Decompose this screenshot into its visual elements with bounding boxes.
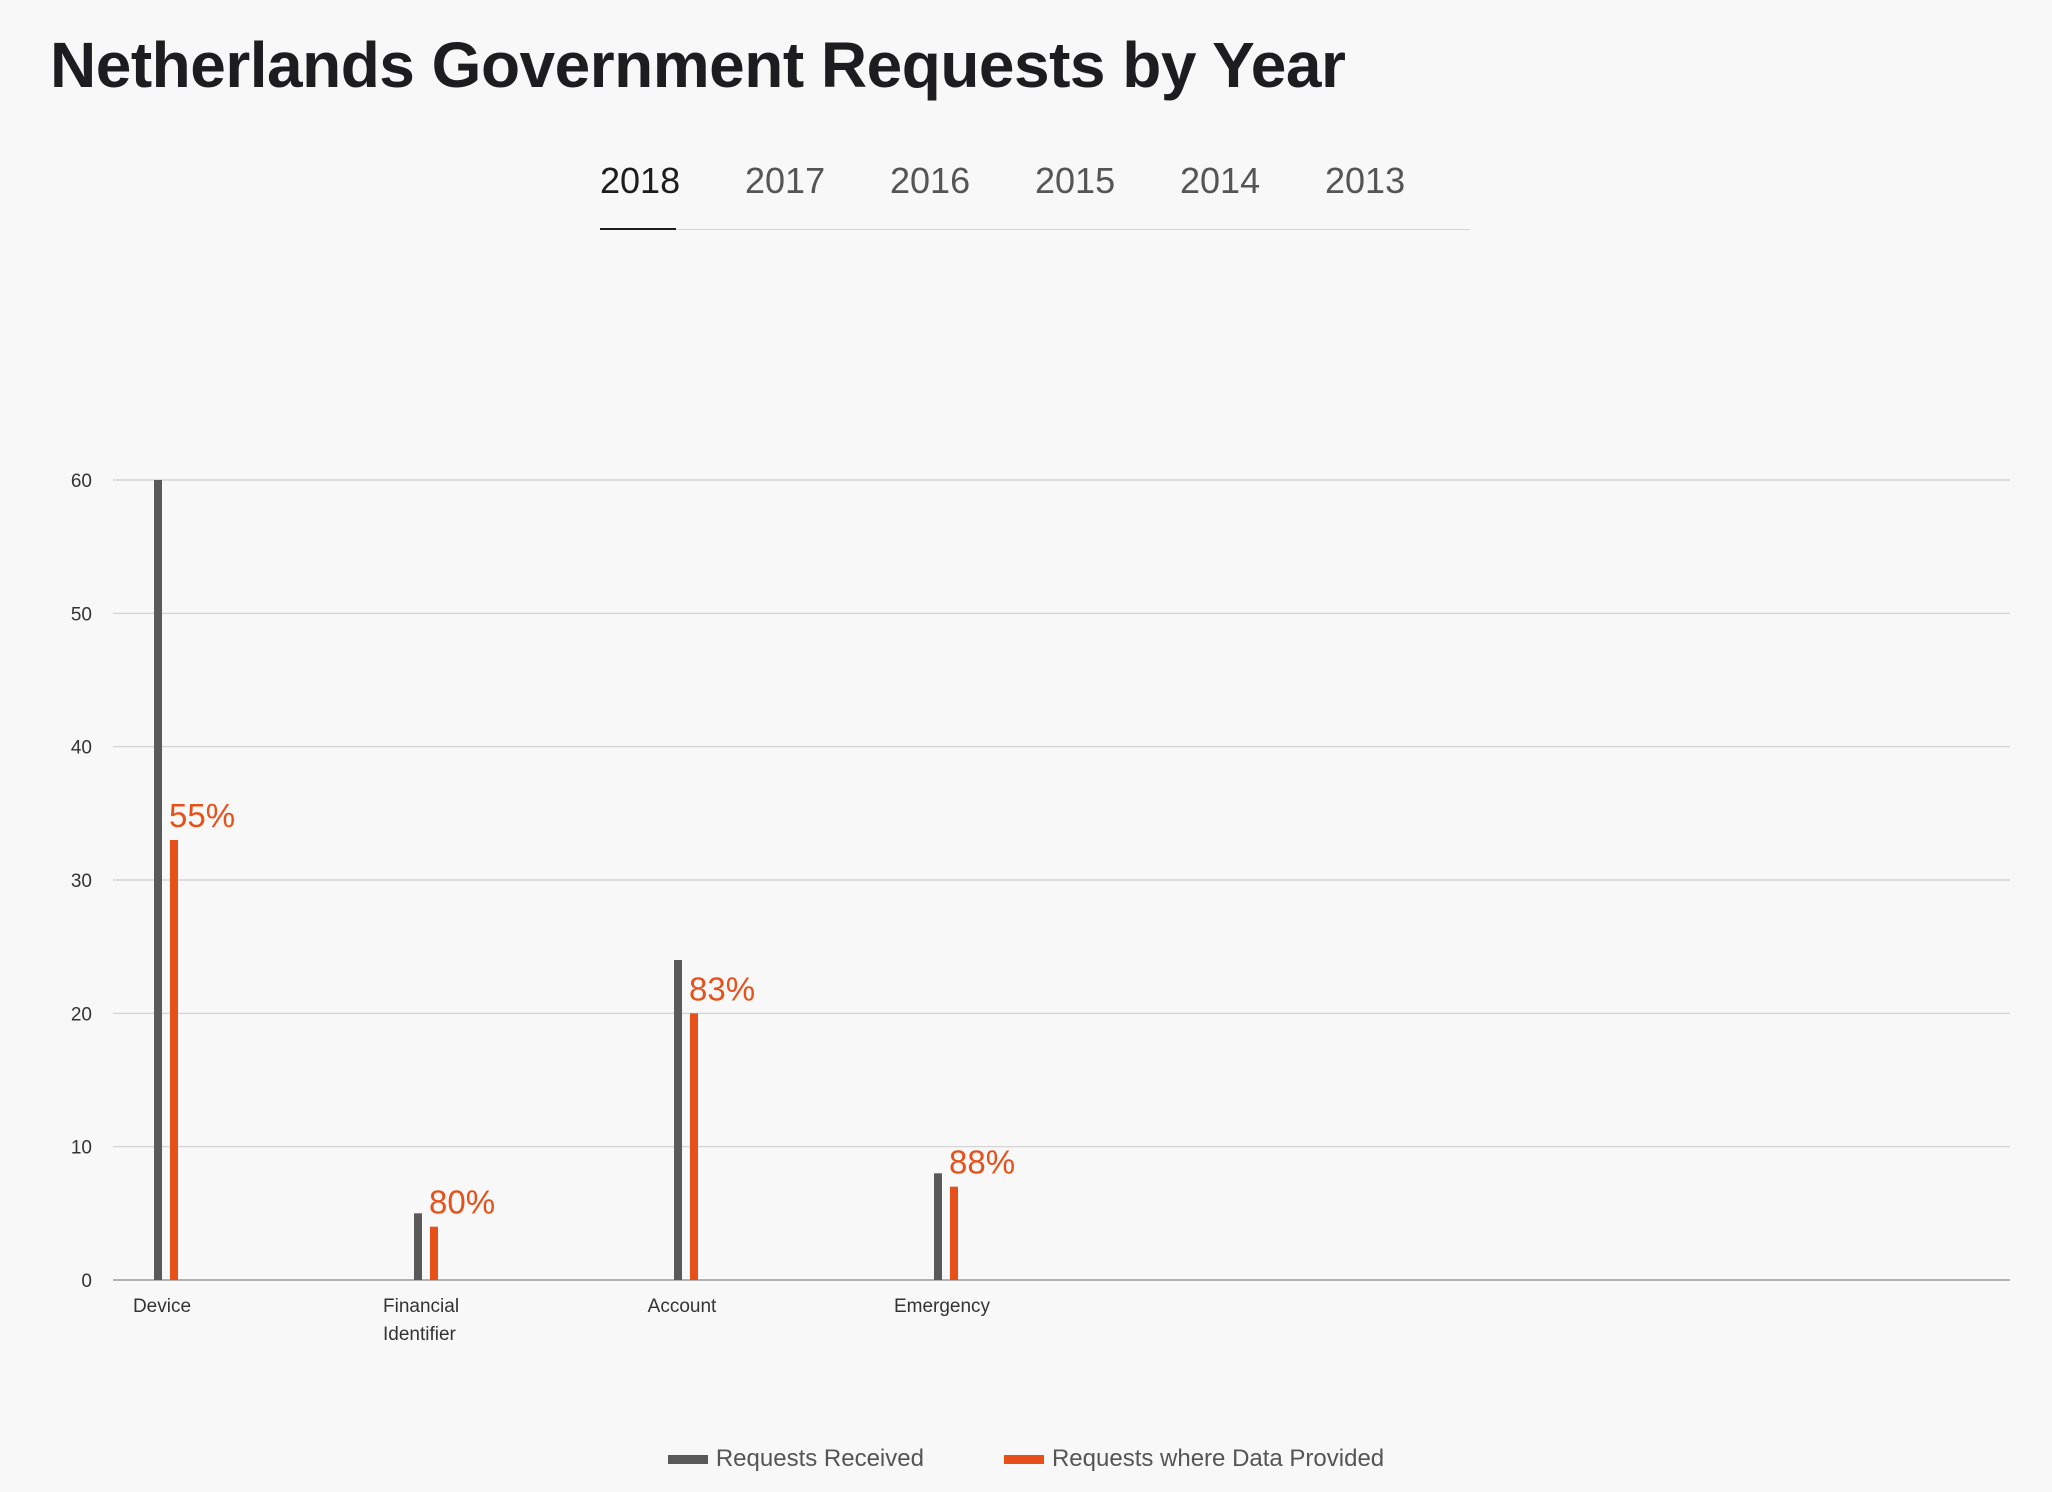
tab-2014[interactable]: 2014 [1180, 150, 1325, 230]
tab-2016[interactable]: 2016 [890, 150, 1035, 230]
x-tick-label: Device [133, 1296, 191, 1317]
tab-label: 2017 [745, 160, 826, 201]
y-tick-label: 10 [71, 1138, 92, 1159]
tab-2013[interactable]: 2013 [1325, 150, 1470, 230]
y-tick-label: 30 [71, 871, 92, 892]
data-label: 83% [689, 970, 755, 1007]
bar-data-provided [430, 1226, 438, 1280]
data-label: 88% [949, 1144, 1015, 1181]
tab-2015[interactable]: 2015 [1035, 150, 1180, 230]
legend-swatch-provided [1003, 1454, 1044, 1464]
bar-data-provided [690, 1013, 698, 1280]
bar-data-provided [950, 1186, 958, 1280]
legend-swatch-received [667, 1454, 708, 1464]
tab-2018[interactable]: 2018 [600, 150, 745, 230]
y-tick-label: 40 [71, 738, 92, 759]
legend-item-received: Requests Received [667, 1445, 924, 1473]
bar-requests-received [414, 1213, 422, 1280]
tab-label: 2015 [1035, 160, 1116, 201]
page-title: Netherlands Government Requests by Year [50, 29, 1346, 101]
year-tabs: 2018 2017 2016 2015 2014 2013 [600, 150, 1470, 232]
y-tick-label: 50 [71, 604, 92, 625]
bar-requests-received [154, 480, 162, 1280]
x-tick-label: Account [648, 1296, 717, 1317]
tab-label: 2013 [1325, 160, 1406, 201]
tab-label: 2018 [600, 160, 681, 201]
tab-2017[interactable]: 2017 [745, 150, 890, 230]
bar-requests-received [674, 960, 682, 1280]
y-tick-label: 60 [71, 471, 92, 492]
data-label: 80% [429, 1184, 495, 1221]
bar-requests-received [934, 1173, 942, 1280]
y-tick-label: 0 [81, 1271, 92, 1292]
tab-label: 2014 [1180, 160, 1261, 201]
data-label: 55% [169, 797, 235, 834]
y-tick-label: 20 [71, 1004, 92, 1025]
legend-label-provided: Requests where Data Provided [1051, 1445, 1385, 1472]
legend-label-received: Requests Received [715, 1445, 924, 1472]
bar-chart: 0 10 20 30 40 50 60 55% Device 80% Financial Identi… [71, 471, 2010, 1345]
legend-item-provided: Requests where Data Provided [1003, 1445, 1385, 1473]
tab-label: 2016 [890, 160, 971, 201]
chart-legend: Requests Received Requests where Data Pr… [0, 1445, 2052, 1473]
bar-data-provided [170, 840, 178, 1280]
x-tick-label: Identifier [383, 1324, 457, 1345]
x-tick-label: Emergency [894, 1296, 991, 1317]
x-tick-label: Financial [383, 1296, 459, 1317]
